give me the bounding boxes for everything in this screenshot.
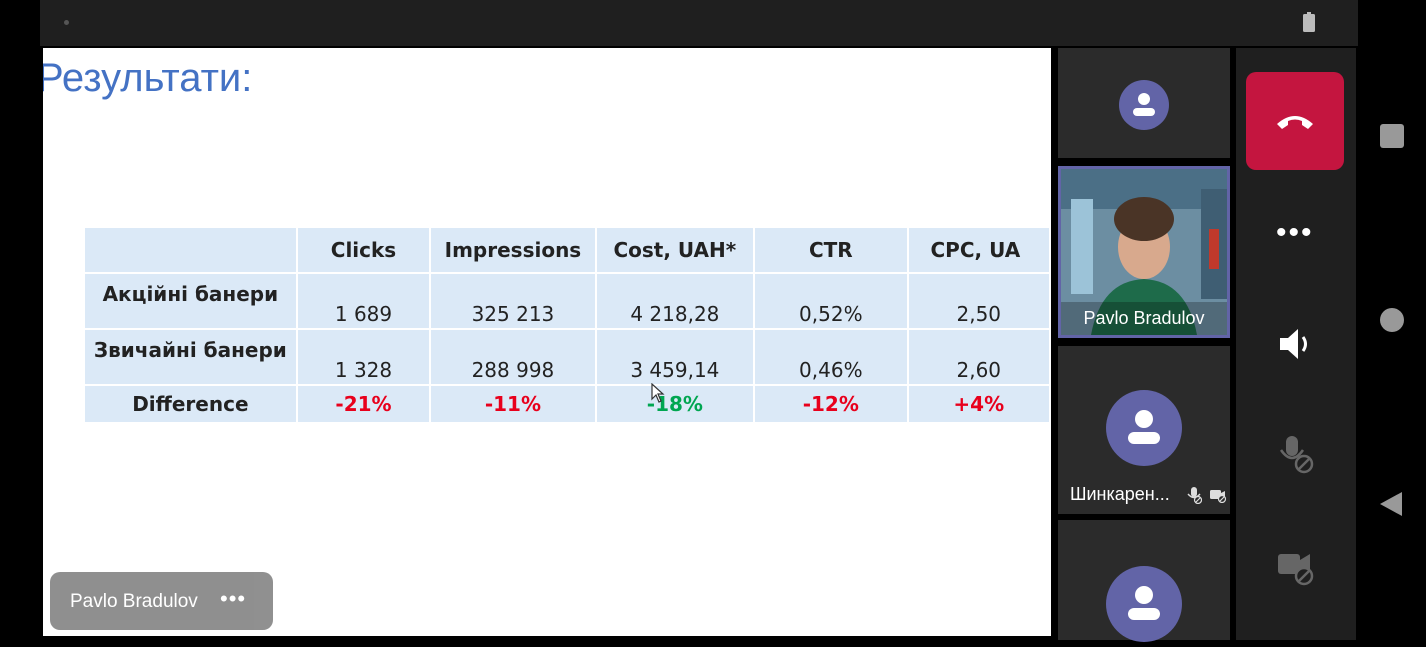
- camera-off-icon[interactable]: [1276, 548, 1318, 588]
- table-cell: -12%: [755, 386, 907, 422]
- mic-off-icon: [1187, 487, 1202, 504]
- shared-slide: Результати: Clicks Impressions Cost, UAH…: [43, 48, 1051, 636]
- results-table: Clicks Impressions Cost, UAH* CTR CPC, U…: [83, 226, 1051, 424]
- person-icon: [1128, 410, 1160, 444]
- participant-video-tile[interactable]: Pavlo Bradulov: [1058, 166, 1230, 338]
- participant-tile[interactable]: [1058, 520, 1230, 642]
- hang-up-button[interactable]: [1246, 72, 1344, 170]
- table-cell: -11%: [431, 386, 595, 422]
- table-header-cell: CPC, UA: [908, 228, 1049, 272]
- table-cell: -18%: [596, 386, 754, 422]
- avatar: [1119, 80, 1169, 130]
- participant-name: Pavlo Bradulov: [1061, 302, 1227, 335]
- android-nav-bar: [1358, 0, 1426, 640]
- table-header-cell: CTR: [755, 228, 907, 272]
- status-bar: [40, 0, 1358, 46]
- table-cell: 1 689: [297, 274, 430, 328]
- table-header-row: Clicks Impressions Cost, UAH* CTR CPC, U…: [85, 228, 1049, 272]
- row-label: Звичайні банери: [85, 330, 296, 384]
- presenter-name: Pavlo Bradulov: [70, 591, 198, 612]
- more-options-button[interactable]: •••: [220, 586, 247, 611]
- presenter-pill[interactable]: Pavlo Bradulov •••: [50, 572, 273, 630]
- table-header-cell: Cost, UAH*: [596, 228, 754, 272]
- camera-off-icon: [1210, 490, 1227, 503]
- table-header-cell: Clicks: [297, 228, 430, 272]
- speaker-icon[interactable]: [1276, 324, 1316, 364]
- table-row: Звичайні банери 1 328 288 998 3 459,14 0…: [85, 330, 1049, 384]
- mic-off-icon[interactable]: [1278, 434, 1318, 476]
- participant-tile[interactable]: [1058, 48, 1230, 158]
- table-cell: 4 218,28: [596, 274, 754, 328]
- participant-name: Шинкарен...: [1070, 484, 1170, 504]
- table-cell: 0,52%: [755, 274, 907, 328]
- table-cell: 3 459,14: [596, 330, 754, 384]
- table-cell: 325 213: [431, 274, 595, 328]
- back-icon[interactable]: [1378, 490, 1404, 518]
- table-row: Акційні банери 1 689 325 213 4 218,28 0,…: [85, 274, 1049, 328]
- table-row: Difference -21% -11% -18% -12% +4%: [85, 386, 1049, 422]
- row-label: Difference: [85, 386, 296, 422]
- table-header-cell: [85, 228, 296, 272]
- table-cell: 2,60: [908, 330, 1049, 384]
- call-controls: •••: [1236, 48, 1356, 640]
- more-options-button[interactable]: •••: [1276, 216, 1314, 249]
- slide-title: Результати:: [43, 56, 253, 100]
- avatar: [1106, 566, 1182, 642]
- avatar: [1106, 390, 1182, 466]
- table-cell: 1 328: [297, 330, 430, 384]
- table-cell: 0,46%: [755, 330, 907, 384]
- table-header-cell: Impressions: [431, 228, 595, 272]
- table-cell: -21%: [297, 386, 430, 422]
- cursor-icon: [651, 383, 665, 403]
- table-cell: 288 998: [431, 330, 595, 384]
- table-cell: +4%: [908, 386, 1049, 422]
- hang-up-icon: [1277, 116, 1313, 129]
- home-icon[interactable]: [1380, 308, 1404, 332]
- stop-icon[interactable]: [1380, 124, 1404, 148]
- table-cell: 2,50: [908, 274, 1049, 328]
- row-label: Акційні банери: [85, 274, 296, 328]
- participant-tile[interactable]: Шинкарен...: [1058, 346, 1230, 514]
- participant-video: [1061, 169, 1227, 335]
- battery-icon: [1303, 12, 1315, 32]
- status-dot: [64, 20, 69, 25]
- person-icon: [1133, 93, 1155, 116]
- person-icon: [1128, 586, 1160, 620]
